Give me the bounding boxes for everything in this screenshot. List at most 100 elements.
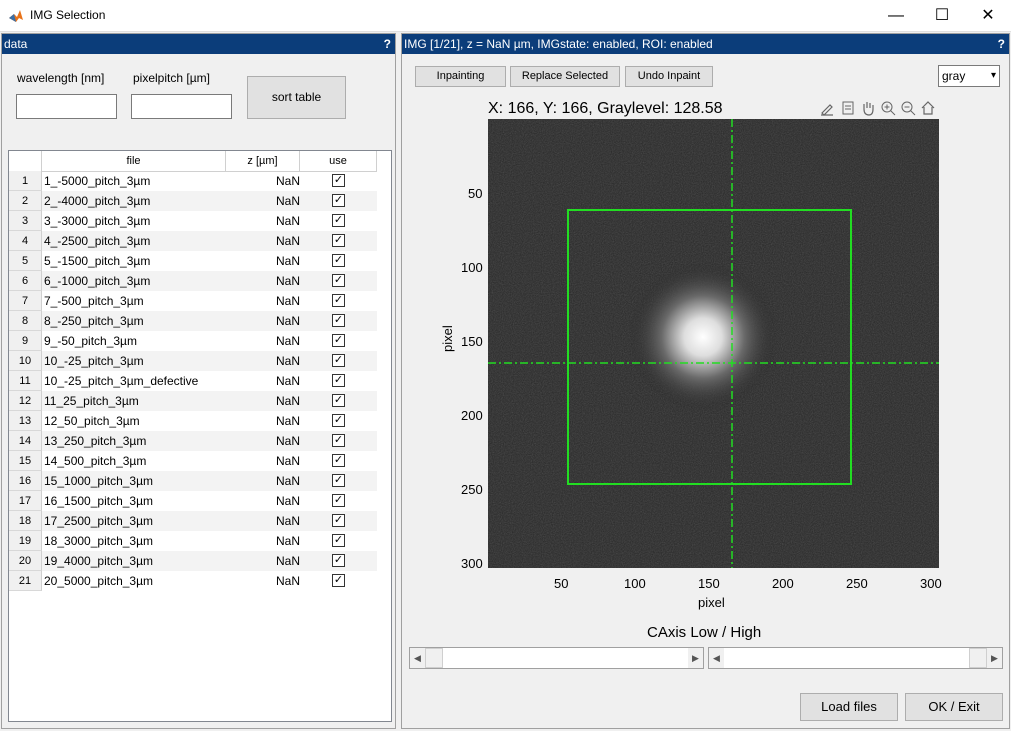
file-cell[interactable]: 11_25_pitch_3µm (44, 394, 139, 408)
help-icon[interactable]: ? (997, 37, 1005, 51)
table-row[interactable]: 16 15_1000_pitch_3µm NaN ✓ (9, 471, 377, 491)
use-checkbox[interactable]: ✓ (332, 294, 345, 307)
use-checkbox[interactable]: ✓ (332, 194, 345, 207)
table-row[interactable]: 7 7_-500_pitch_3µm NaN ✓ (9, 291, 377, 311)
file-cell[interactable]: 7_-500_pitch_3µm (44, 294, 144, 308)
file-cell[interactable]: 8_-250_pitch_3µm (44, 314, 144, 328)
file-cell[interactable]: 9_-50_pitch_3µm (44, 334, 137, 348)
image-axes[interactable] (488, 119, 939, 568)
file-cell[interactable]: 18_3000_pitch_3µm (44, 534, 153, 548)
wavelength-input[interactable] (16, 94, 117, 119)
z-cell[interactable]: NaN (275, 334, 300, 348)
column-header-z[interactable]: z [µm] (226, 151, 300, 171)
use-checkbox[interactable]: ✓ (332, 314, 345, 327)
zoom-out-icon[interactable] (900, 100, 916, 116)
use-checkbox[interactable]: ✓ (332, 434, 345, 447)
use-checkbox[interactable]: ✓ (332, 334, 345, 347)
arrow-left-icon[interactable]: ◀ (410, 648, 425, 668)
ok-exit-button[interactable]: OK / Exit (905, 693, 1003, 721)
z-cell[interactable]: NaN (275, 214, 300, 228)
table-row[interactable]: 4 4_-2500_pitch_3µm NaN ✓ (9, 231, 377, 251)
file-cell[interactable]: 15_1000_pitch_3µm (44, 474, 153, 488)
table-row[interactable]: 10 10_-25_pitch_3µm NaN ✓ (9, 351, 377, 371)
roi-rectangle[interactable] (567, 209, 852, 485)
colormap-select[interactable]: gray ▾ (938, 65, 1000, 87)
file-cell[interactable]: 16_1500_pitch_3µm (44, 494, 153, 508)
z-cell[interactable]: NaN (275, 494, 300, 508)
column-header-file[interactable]: file (42, 151, 226, 171)
z-cell[interactable]: NaN (275, 454, 300, 468)
z-cell[interactable]: NaN (275, 294, 300, 308)
use-checkbox[interactable]: ✓ (332, 394, 345, 407)
data-tip-icon[interactable] (840, 100, 856, 116)
close-button[interactable]: ✕ (981, 7, 995, 24)
table-row[interactable]: 3 3_-3000_pitch_3µm NaN ✓ (9, 211, 377, 231)
z-cell[interactable]: NaN (275, 174, 300, 188)
table-row[interactable]: 12 11_25_pitch_3µm NaN ✓ (9, 391, 377, 411)
use-checkbox[interactable]: ✓ (332, 214, 345, 227)
use-checkbox[interactable]: ✓ (332, 534, 345, 547)
table-row[interactable]: 15 14_500_pitch_3µm NaN ✓ (9, 451, 377, 471)
table-row[interactable]: 18 17_2500_pitch_3µm NaN ✓ (9, 511, 377, 531)
file-cell[interactable]: 5_-1500_pitch_3µm (44, 254, 151, 268)
file-cell[interactable]: 13_250_pitch_3µm (44, 434, 147, 448)
table-row[interactable]: 5 5_-1500_pitch_3µm NaN ✓ (9, 251, 377, 271)
use-checkbox[interactable]: ✓ (332, 454, 345, 467)
table-row[interactable]: 17 16_1500_pitch_3µm NaN ✓ (9, 491, 377, 511)
z-cell[interactable]: NaN (275, 274, 300, 288)
brush-icon[interactable] (819, 100, 835, 116)
use-checkbox[interactable]: ✓ (332, 254, 345, 267)
z-cell[interactable]: NaN (275, 314, 300, 328)
use-checkbox[interactable]: ✓ (332, 374, 345, 387)
table-row[interactable]: 20 19_4000_pitch_3µm NaN ✓ (9, 551, 377, 571)
z-cell[interactable]: NaN (275, 354, 300, 368)
file-cell[interactable]: 1_-5000_pitch_3µm (44, 174, 151, 188)
caxis-high-thumb[interactable] (969, 648, 987, 668)
use-checkbox[interactable]: ✓ (332, 574, 345, 587)
use-checkbox[interactable]: ✓ (332, 414, 345, 427)
pan-icon[interactable] (860, 100, 876, 116)
sort-table-button[interactable]: sort table (247, 76, 346, 119)
file-cell[interactable]: 6_-1000_pitch_3µm (44, 274, 151, 288)
z-cell[interactable]: NaN (275, 414, 300, 428)
column-header-use[interactable]: use (300, 151, 377, 171)
arrow-left-icon[interactable]: ◀ (709, 648, 724, 668)
use-checkbox[interactable]: ✓ (332, 494, 345, 507)
table-row[interactable]: 11 10_-25_pitch_3µm_defective NaN ✓ (9, 371, 377, 391)
pixelpitch-input[interactable] (131, 94, 232, 119)
table-row[interactable]: 21 20_5000_pitch_3µm NaN ✓ (9, 571, 377, 591)
z-cell[interactable]: NaN (275, 194, 300, 208)
minimize-button[interactable]: — (888, 7, 904, 24)
use-checkbox[interactable]: ✓ (332, 234, 345, 247)
use-checkbox[interactable]: ✓ (332, 554, 345, 567)
load-files-button[interactable]: Load files (800, 693, 898, 721)
use-checkbox[interactable]: ✓ (332, 274, 345, 287)
replace-selected-button[interactable]: Replace Selected (510, 66, 620, 87)
z-cell[interactable]: NaN (275, 534, 300, 548)
inpainting-button[interactable]: Inpainting (415, 66, 506, 87)
z-cell[interactable]: NaN (275, 374, 300, 388)
arrow-right-icon[interactable]: ▶ (688, 648, 703, 668)
help-icon[interactable]: ? (383, 37, 391, 51)
use-checkbox[interactable]: ✓ (332, 474, 345, 487)
z-cell[interactable]: NaN (275, 554, 300, 568)
file-cell[interactable]: 20_5000_pitch_3µm (44, 574, 153, 588)
file-cell[interactable]: 17_2500_pitch_3µm (44, 514, 153, 528)
z-cell[interactable]: NaN (275, 474, 300, 488)
table-row[interactable]: 19 18_3000_pitch_3µm NaN ✓ (9, 531, 377, 551)
z-cell[interactable]: NaN (275, 234, 300, 248)
caxis-low-slider[interactable]: ◀ ▶ (409, 647, 704, 669)
use-checkbox[interactable]: ✓ (332, 354, 345, 367)
z-cell[interactable]: NaN (275, 574, 300, 588)
use-checkbox[interactable]: ✓ (332, 514, 345, 527)
use-checkbox[interactable]: ✓ (332, 174, 345, 187)
table-row[interactable]: 14 13_250_pitch_3µm NaN ✓ (9, 431, 377, 451)
home-icon[interactable] (920, 100, 936, 116)
table-row[interactable]: 9 9_-50_pitch_3µm NaN ✓ (9, 331, 377, 351)
file-cell[interactable]: 10_-25_pitch_3µm (44, 354, 144, 368)
file-cell[interactable]: 10_-25_pitch_3µm_defective (44, 374, 199, 388)
file-cell[interactable]: 14_500_pitch_3µm (44, 454, 147, 468)
caxis-high-slider[interactable]: ◀ ▶ (708, 647, 1003, 669)
z-cell[interactable]: NaN (275, 514, 300, 528)
table-row[interactable]: 2 2_-4000_pitch_3µm NaN ✓ (9, 191, 377, 211)
